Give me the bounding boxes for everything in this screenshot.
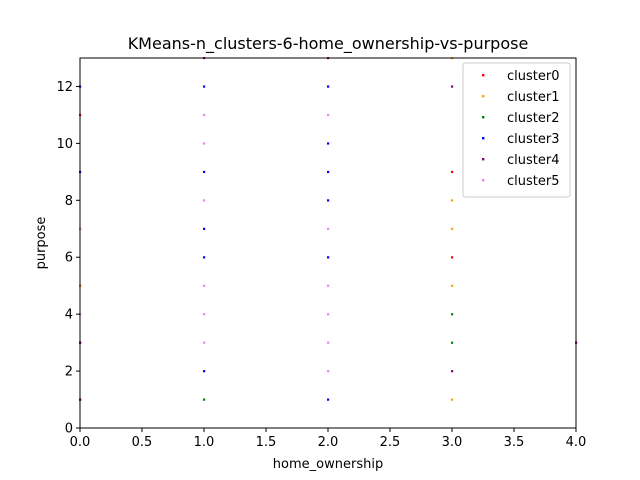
y-axis-ticks: 0 2 4 6 8 10 12: [56, 80, 80, 437]
data-point: [327, 341, 330, 344]
chart-title: KMeans-n_clusters-6-home_ownership-vs-pu…: [128, 34, 529, 54]
data-point: [203, 199, 206, 202]
legend-label: cluster1: [507, 90, 559, 105]
data-point: [203, 170, 206, 174]
data-point: [203, 256, 206, 259]
legend-label: cluster3: [507, 132, 559, 147]
legend-box: [462, 62, 571, 198]
y-tick-label: 6: [65, 251, 73, 266]
data-point: [327, 313, 330, 316]
x-tick-label: 2.5: [380, 435, 401, 450]
y-tick-label: 0: [65, 422, 73, 437]
y-tick-label: 8: [65, 194, 73, 209]
y-tick-label: 12: [56, 80, 73, 95]
y-tick-label: 10: [56, 137, 73, 152]
x-tick-label: 4.0: [566, 435, 587, 450]
data-point: [327, 113, 330, 117]
data-point: [327, 256, 330, 259]
legend-label: cluster4: [507, 153, 559, 168]
data-point: [451, 170, 454, 174]
x-tick-label: 2.0: [318, 435, 339, 450]
x-tick-label: 1.0: [194, 435, 215, 450]
data-point: [203, 113, 206, 117]
data-point: [203, 341, 206, 344]
data-point: [451, 85, 454, 88]
data-point: [451, 313, 454, 316]
legend-label: cluster5: [507, 174, 559, 189]
data-point: [203, 313, 206, 316]
data-point: [451, 398, 454, 401]
legend-marker: [482, 179, 485, 182]
x-tick-label: 3.5: [504, 435, 525, 450]
data-point: [203, 85, 206, 88]
data-point: [327, 170, 330, 174]
data-point: [203, 142, 206, 145]
data-point: [327, 199, 330, 202]
legend-marker: [482, 137, 485, 140]
data-point: [451, 199, 454, 202]
legend-marker: [482, 116, 485, 119]
data-point: [327, 85, 330, 88]
data-point: [327, 398, 330, 401]
x-tick-label: 3.0: [442, 435, 463, 450]
x-axis-ticks: 0.0 0.5 1.0 1.5 2.0 2.5 3.0 3.5 4.0: [70, 428, 587, 450]
data-point: [451, 227, 454, 230]
legend-marker: [482, 95, 485, 98]
data-point: [203, 370, 206, 373]
data-point: [327, 284, 330, 287]
legend-marker: [482, 158, 485, 161]
data-point: [451, 341, 454, 344]
data-point: [327, 227, 330, 230]
data-point: [451, 256, 454, 259]
data-point: [203, 284, 206, 287]
x-tick-label: 1.5: [256, 435, 277, 450]
data-point: [203, 227, 206, 230]
data-point: [451, 370, 454, 373]
x-tick-label: 0.0: [70, 435, 91, 450]
legend-label: cluster0: [507, 69, 559, 84]
data-point: [327, 370, 330, 373]
x-axis-label: home_ownership: [273, 457, 383, 472]
data-point: [327, 142, 330, 145]
data-point: [203, 398, 206, 401]
x-tick-label: 0.5: [132, 435, 153, 450]
legend-label: cluster2: [507, 111, 559, 126]
y-tick-label: 2: [65, 365, 73, 380]
y-tick-label: 4: [65, 308, 73, 323]
legend-marker: [482, 74, 485, 77]
y-axis-label: purpose: [34, 217, 49, 270]
legend: cluster0 cluster1 cluster2 cluster3 cluster4…: [462, 62, 571, 198]
data-point: [451, 284, 454, 287]
